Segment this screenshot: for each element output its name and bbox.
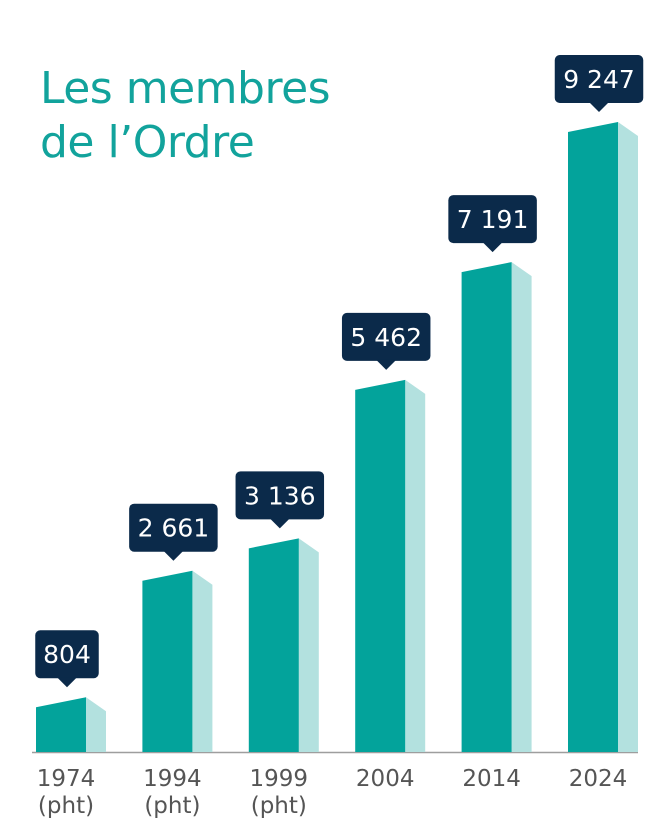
bar-side: [618, 122, 638, 752]
bar: [142, 570, 193, 752]
value-callout-pointer: [589, 102, 609, 112]
x-tick-note: (pht): [144, 793, 200, 819]
bar-side: [192, 570, 213, 752]
value-callout: [554, 55, 644, 103]
chart-title-line-2: de l’Ordre: [40, 117, 255, 168]
x-tick-label: 2024: [569, 766, 628, 792]
bar-side: [511, 262, 532, 752]
data-label: 9 247: [563, 65, 635, 94]
x-tick-label: 1974: [37, 766, 96, 792]
x-tick-label: 2004: [356, 766, 415, 792]
bar-group: 3 136 1999(pht): [235, 471, 325, 819]
bar: [461, 262, 512, 752]
x-tick-label: 2014: [462, 766, 521, 792]
bar-side: [298, 538, 319, 752]
bar-group: 9 247 2024: [554, 55, 644, 792]
value-callout-pointer: [269, 518, 290, 529]
bar-side: [86, 697, 106, 752]
x-tick-note: (pht): [251, 793, 307, 819]
x-tick-label: 1999: [250, 766, 309, 792]
x-tick-note: (pht): [38, 793, 94, 819]
data-label: 3 136: [244, 481, 316, 510]
bar-side: [405, 379, 426, 752]
data-label: 5 462: [350, 323, 422, 352]
bar: [355, 379, 406, 752]
value-callout-pointer: [163, 550, 184, 561]
value-callout: [235, 471, 325, 520]
data-label: 2 661: [138, 514, 210, 543]
value-callout: [341, 312, 431, 361]
value-callout-pointer: [482, 242, 503, 253]
bar-group: 2 661 1994(pht): [129, 503, 218, 819]
x-tick-label: 1994: [143, 766, 202, 792]
value-callout: [35, 630, 99, 679]
value-callout-pointer: [57, 677, 77, 688]
value-callout: [129, 503, 218, 552]
data-label: 804: [43, 640, 91, 669]
chart-title: Les membres de l’Ordre: [40, 62, 440, 170]
data-label: 7 191: [457, 205, 529, 234]
bar-group: 5 462 2004: [341, 312, 431, 792]
bar-group: 804 1974(pht): [35, 630, 106, 819]
bar: [36, 697, 86, 752]
value-callout-pointer: [376, 359, 397, 370]
bar: [568, 122, 618, 752]
value-callout: [448, 195, 537, 244]
chart-title-line-1: Les membres: [40, 63, 331, 114]
bar: [248, 538, 299, 752]
bar-group: 7 191 2014: [448, 195, 537, 792]
